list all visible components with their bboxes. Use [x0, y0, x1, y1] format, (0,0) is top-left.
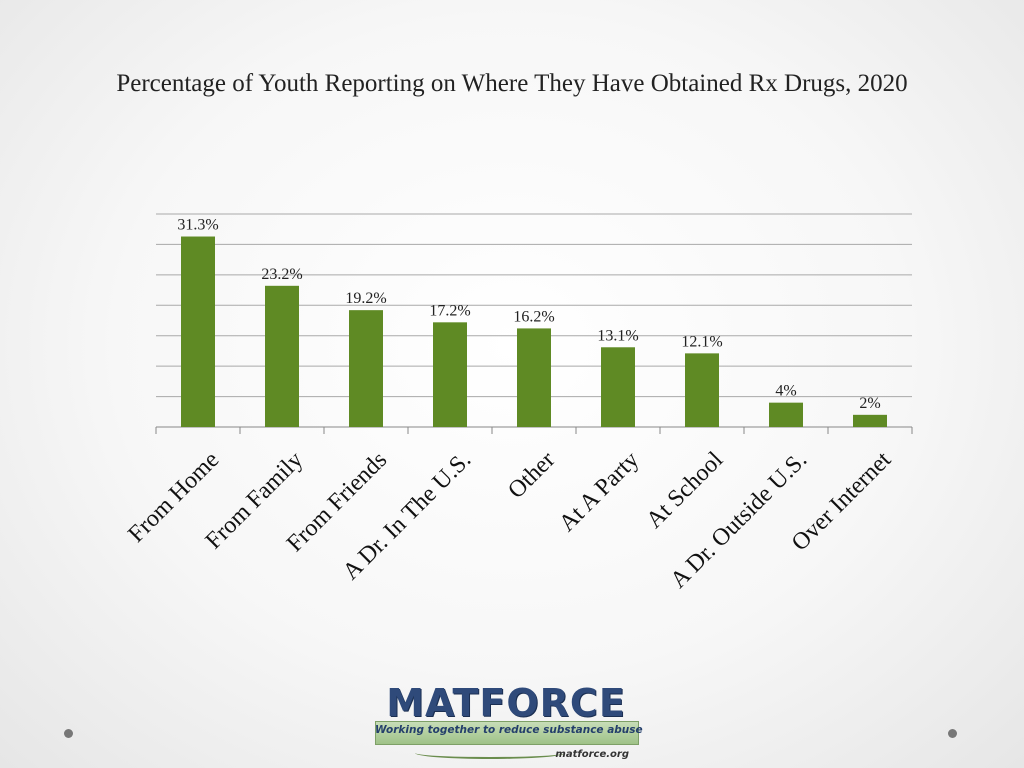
- data-label: 2%: [859, 395, 880, 412]
- logo-tagline: Working together to reduce substance abu…: [375, 724, 643, 736]
- corner-dot-right: [948, 729, 957, 738]
- data-label: 12.1%: [681, 333, 722, 350]
- data-label: 19.2%: [345, 290, 386, 307]
- data-label: 4%: [775, 383, 796, 400]
- bar: [181, 236, 215, 427]
- bar-chart: 31.3%23.2%19.2%17.2% 16.2%13.1% 12.1%4%2% …: [123, 213, 913, 594]
- data-label: 23.2%: [261, 266, 302, 283]
- logo-title: MATFORCE: [386, 681, 626, 725]
- matforce-logo: MATFORCE Working together to reduce subs…: [375, 681, 643, 768]
- bars: [181, 236, 887, 427]
- logo-swoosh: [415, 747, 565, 759]
- bar: [601, 347, 635, 427]
- bar: [685, 353, 719, 427]
- bar: [769, 402, 803, 427]
- bar: [433, 322, 467, 427]
- bar: [349, 310, 383, 427]
- logo-band: [375, 721, 639, 745]
- data-labels: 31.3% 23.2% 19.2% 17.2% 16.2% 13.1% 12.1% 4% 2%: [177, 217, 880, 412]
- category-label: Other: [503, 447, 560, 504]
- corner-dot-left: [64, 729, 73, 738]
- logo-url: matforce.org: [555, 749, 629, 760]
- category-label: At School: [642, 447, 729, 534]
- data-label: 17.2%: [429, 302, 470, 319]
- data-label: 16.2%: [513, 308, 554, 325]
- data-label: 31.3%: [177, 217, 218, 234]
- data-label: 13.1%: [597, 327, 638, 344]
- bar: [853, 414, 887, 427]
- chart-title: Percentage of Youth Reporting on Where T…: [116, 70, 908, 97]
- bar: [517, 328, 551, 427]
- category-label: At A Party: [554, 447, 644, 537]
- bar: [265, 285, 299, 427]
